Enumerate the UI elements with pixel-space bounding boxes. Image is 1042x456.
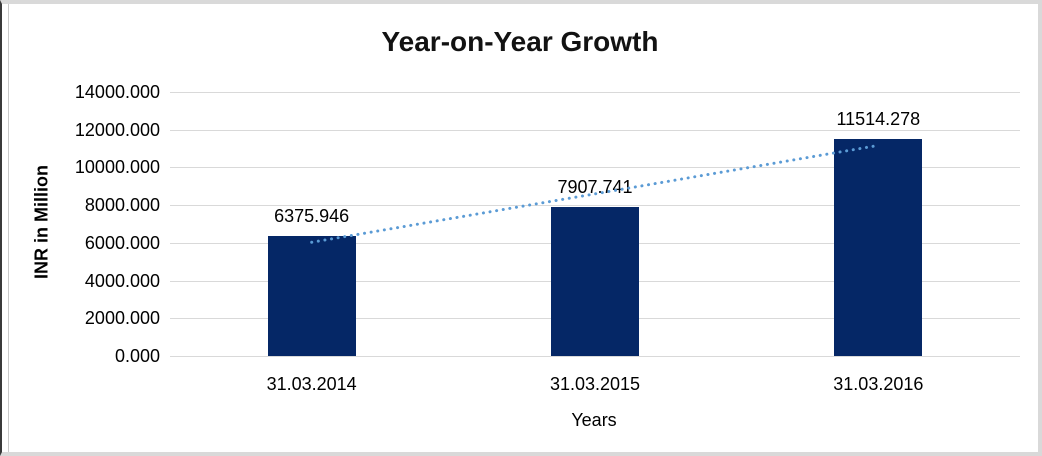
bar-value-label: 7907.741 [557,176,633,197]
gridline [170,92,1020,93]
y-tick-label: 2000.000 [84,308,160,329]
y-tick-label: 8000.000 [84,195,160,216]
bar-31.03.2016 [834,138,923,356]
x-tick-label: 31.03.2016 [833,374,924,394]
y-tick-label: 10000.000 [74,157,160,178]
bar-31.03.2015 [551,206,639,356]
y-tick-label: 12000.000 [74,119,160,140]
y-tick-label: 14000.000 [74,82,160,102]
bar-value-label: 11514.278 [836,108,921,129]
left-border-line [8,4,9,452]
x-axis-title: Years [571,410,617,430]
gridline [170,129,1020,131]
chart-title: Year-on-Year Growth [381,26,659,57]
gridline [170,356,1020,357]
x-tick-label: 31.03.2015 [549,374,641,394]
plot-area: 6375.946 7907.741 11514.278 [170,92,1020,357]
y-tick-label: 0.000 [114,346,160,366]
x-tick-label: 31.03.2014 [266,374,357,394]
y-tick-label: 6000.000 [84,232,160,253]
y-tick-label: 4000.000 [84,270,160,291]
y-axis-title: INR in Million [31,165,52,279]
bar-31.03.2014 [267,235,356,356]
bar-value-label: 6375.946 [274,205,350,226]
